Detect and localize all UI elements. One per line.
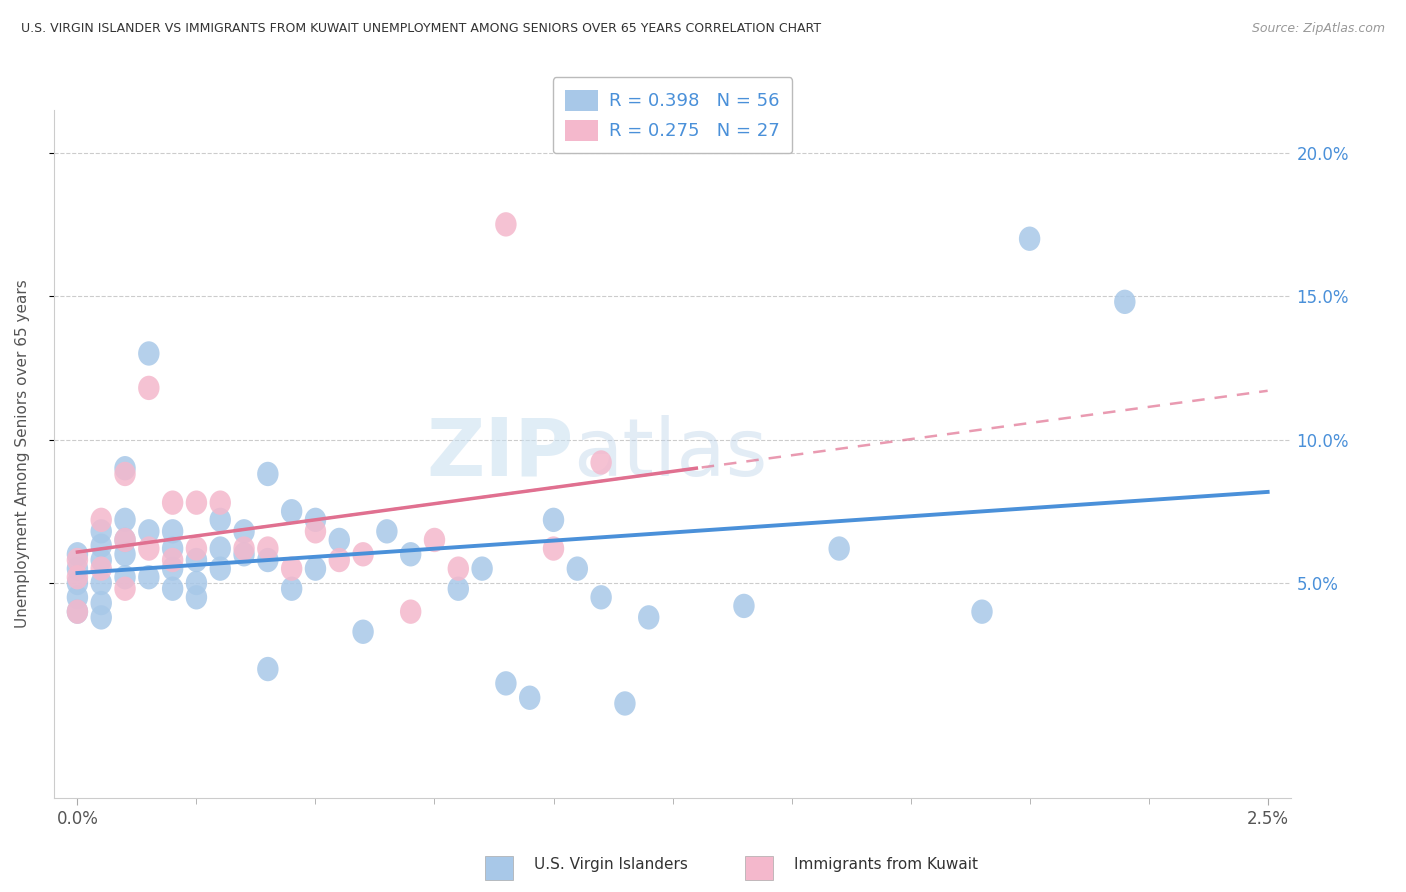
- Ellipse shape: [447, 576, 470, 601]
- Ellipse shape: [114, 456, 136, 481]
- Ellipse shape: [233, 542, 254, 566]
- Ellipse shape: [495, 671, 516, 696]
- Ellipse shape: [66, 542, 89, 566]
- Ellipse shape: [591, 585, 612, 609]
- Ellipse shape: [495, 212, 516, 236]
- Ellipse shape: [66, 599, 89, 624]
- Ellipse shape: [186, 548, 207, 572]
- Ellipse shape: [90, 548, 112, 572]
- Ellipse shape: [90, 557, 112, 581]
- Ellipse shape: [399, 599, 422, 624]
- Ellipse shape: [66, 548, 89, 572]
- Ellipse shape: [305, 557, 326, 581]
- Ellipse shape: [1019, 227, 1040, 251]
- Ellipse shape: [471, 557, 494, 581]
- Ellipse shape: [162, 557, 183, 581]
- Ellipse shape: [734, 594, 755, 618]
- Ellipse shape: [90, 605, 112, 630]
- Ellipse shape: [90, 508, 112, 532]
- Ellipse shape: [138, 342, 159, 366]
- Ellipse shape: [447, 557, 470, 581]
- Ellipse shape: [66, 571, 89, 595]
- Ellipse shape: [353, 620, 374, 644]
- Ellipse shape: [162, 519, 183, 543]
- Ellipse shape: [1114, 290, 1136, 314]
- Text: Source: ZipAtlas.com: Source: ZipAtlas.com: [1251, 22, 1385, 36]
- Ellipse shape: [828, 536, 849, 561]
- Ellipse shape: [305, 519, 326, 543]
- Ellipse shape: [614, 691, 636, 715]
- Ellipse shape: [519, 686, 540, 710]
- Ellipse shape: [186, 536, 207, 561]
- Ellipse shape: [90, 533, 112, 558]
- Ellipse shape: [114, 576, 136, 601]
- Ellipse shape: [353, 542, 374, 566]
- Ellipse shape: [257, 536, 278, 561]
- Ellipse shape: [281, 576, 302, 601]
- Ellipse shape: [138, 376, 159, 401]
- Ellipse shape: [591, 450, 612, 475]
- Ellipse shape: [66, 565, 89, 590]
- Ellipse shape: [257, 548, 278, 572]
- Ellipse shape: [329, 528, 350, 552]
- Text: atlas: atlas: [574, 415, 768, 493]
- Legend: R = 0.398   N = 56, R = 0.275   N = 27: R = 0.398 N = 56, R = 0.275 N = 27: [553, 78, 792, 153]
- Ellipse shape: [209, 557, 231, 581]
- Ellipse shape: [209, 491, 231, 515]
- Ellipse shape: [114, 528, 136, 552]
- Y-axis label: Unemployment Among Seniors over 65 years: Unemployment Among Seniors over 65 years: [15, 279, 30, 628]
- Ellipse shape: [377, 519, 398, 543]
- Ellipse shape: [138, 519, 159, 543]
- Ellipse shape: [399, 542, 422, 566]
- Ellipse shape: [186, 491, 207, 515]
- Ellipse shape: [162, 536, 183, 561]
- Text: U.S. Virgin Islanders: U.S. Virgin Islanders: [534, 857, 688, 872]
- Ellipse shape: [138, 565, 159, 590]
- Ellipse shape: [543, 536, 564, 561]
- Ellipse shape: [114, 528, 136, 552]
- Ellipse shape: [423, 528, 446, 552]
- Ellipse shape: [567, 557, 588, 581]
- Ellipse shape: [114, 508, 136, 532]
- Ellipse shape: [66, 585, 89, 609]
- Ellipse shape: [90, 571, 112, 595]
- Ellipse shape: [186, 585, 207, 609]
- Ellipse shape: [114, 565, 136, 590]
- Ellipse shape: [90, 519, 112, 543]
- Ellipse shape: [209, 536, 231, 561]
- Ellipse shape: [638, 605, 659, 630]
- Ellipse shape: [162, 548, 183, 572]
- Ellipse shape: [138, 536, 159, 561]
- Ellipse shape: [281, 499, 302, 524]
- Ellipse shape: [543, 508, 564, 532]
- Ellipse shape: [114, 462, 136, 486]
- Ellipse shape: [114, 542, 136, 566]
- Ellipse shape: [66, 599, 89, 624]
- Ellipse shape: [305, 508, 326, 532]
- Ellipse shape: [233, 536, 254, 561]
- Ellipse shape: [162, 576, 183, 601]
- Ellipse shape: [329, 548, 350, 572]
- Ellipse shape: [281, 557, 302, 581]
- Ellipse shape: [257, 462, 278, 486]
- Ellipse shape: [162, 491, 183, 515]
- Ellipse shape: [257, 657, 278, 681]
- Text: Immigrants from Kuwait: Immigrants from Kuwait: [794, 857, 979, 872]
- Ellipse shape: [90, 591, 112, 615]
- Ellipse shape: [972, 599, 993, 624]
- Text: U.S. VIRGIN ISLANDER VS IMMIGRANTS FROM KUWAIT UNEMPLOYMENT AMONG SENIORS OVER 6: U.S. VIRGIN ISLANDER VS IMMIGRANTS FROM …: [21, 22, 821, 36]
- Ellipse shape: [66, 557, 89, 581]
- Ellipse shape: [186, 571, 207, 595]
- Ellipse shape: [233, 519, 254, 543]
- Ellipse shape: [209, 508, 231, 532]
- Text: ZIP: ZIP: [426, 415, 574, 493]
